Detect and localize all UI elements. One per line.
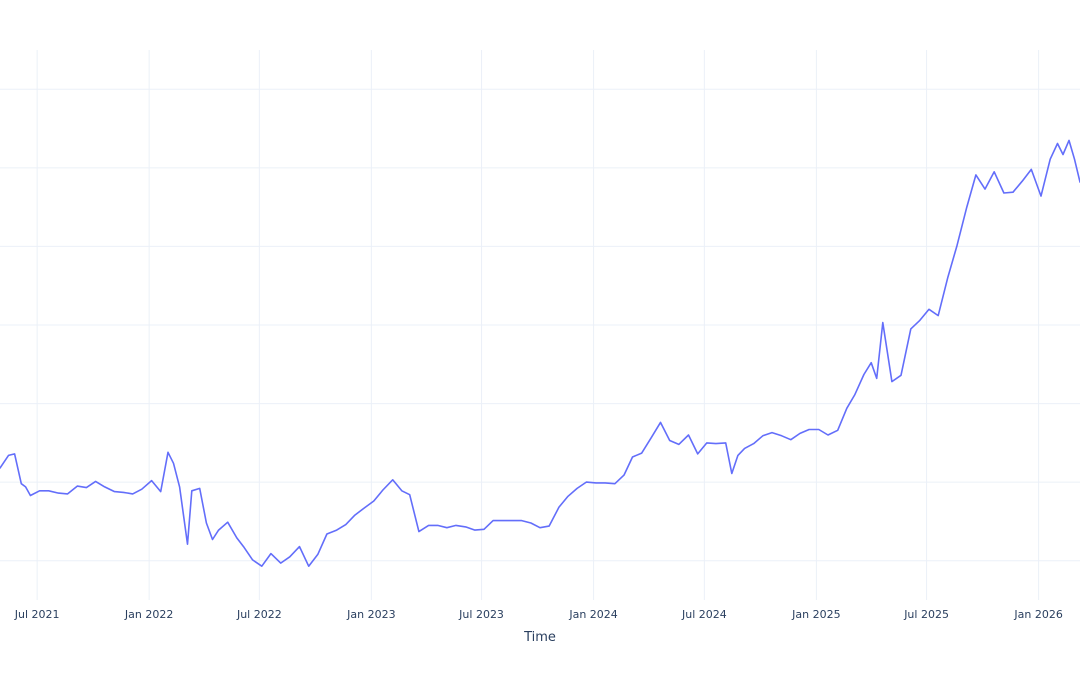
x-tick-label: Jul 2025: [903, 608, 949, 621]
series-layer: [0, 139, 1080, 567]
x-tick-label: Jan 2026: [1013, 608, 1062, 621]
x-tick-label: Jan 2024: [568, 608, 617, 621]
x-tick-label: Jan 2025: [791, 608, 840, 621]
price-series-line[interactable]: [0, 139, 1080, 567]
x-tick-label: Jan 2022: [124, 608, 173, 621]
x-tick-label: Jul 2021: [14, 608, 60, 621]
x-tick-label: Jul 2024: [681, 608, 727, 621]
x-axis-ticks: Jul 2021 Jan 2022 Jul 2022 Jan 2023 Jul 2023…: [14, 608, 1063, 621]
x-tick-label: Jul 2022: [236, 608, 282, 621]
x-tick-label: Jul 2023: [458, 608, 504, 621]
gridlines: [0, 50, 1080, 600]
x-tick-label: Jan 2023: [346, 608, 395, 621]
x-axis-title: Time: [523, 630, 556, 645]
